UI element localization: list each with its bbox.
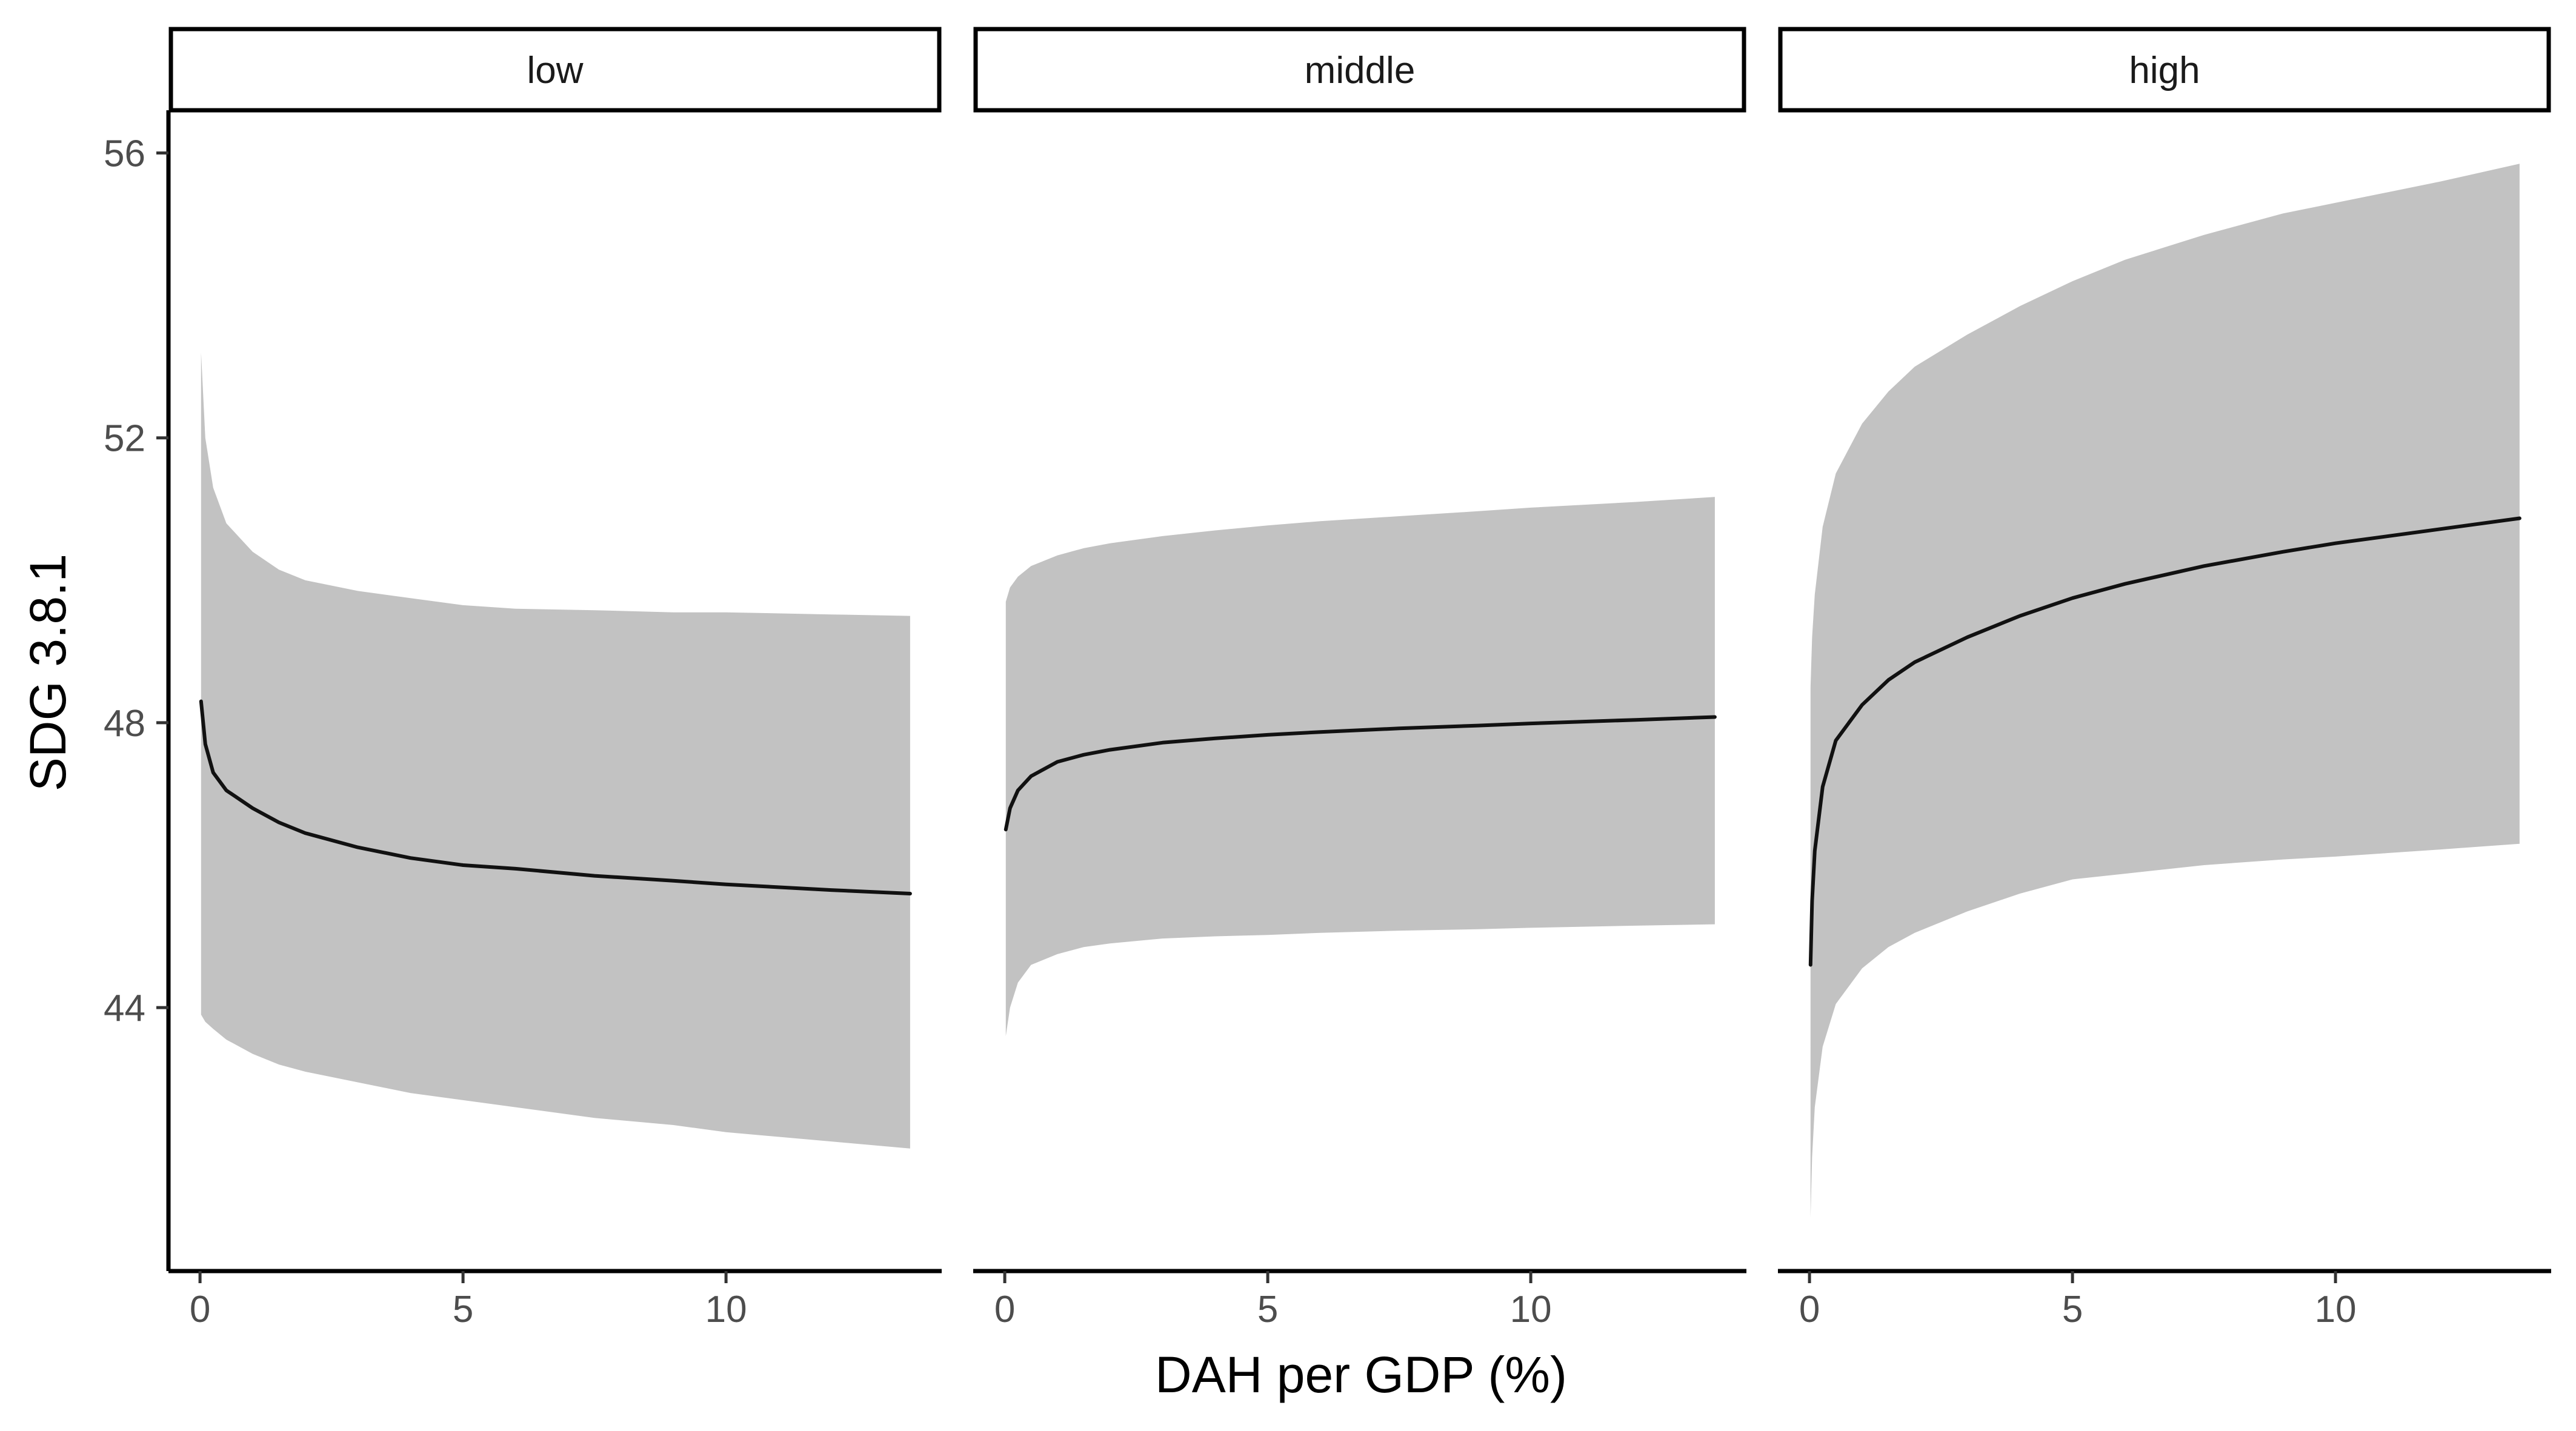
x-tick-label: 5 bbox=[453, 1289, 473, 1330]
confidence-band bbox=[1810, 164, 2520, 1218]
facet-strip-label: middle bbox=[1305, 50, 1416, 91]
x-tick-label: 0 bbox=[1799, 1289, 1820, 1330]
x-tick-label: 10 bbox=[1510, 1289, 1552, 1330]
facet-strip-low bbox=[168, 27, 942, 113]
facet-panels: low 0 5 10 middle 0 5 10 high 0 5 10 bbox=[168, 27, 2551, 1330]
y-tick-label: 48 bbox=[104, 703, 145, 745]
facet-strip-label: high bbox=[2129, 50, 2200, 91]
x-axis-title: DAH per GDP (%) bbox=[1155, 1346, 1567, 1403]
facet-panel-low: low 0 5 10 bbox=[168, 27, 942, 1330]
x-tick-label: 5 bbox=[2062, 1289, 2083, 1330]
confidence-band bbox=[1005, 497, 1715, 1037]
y-axis-title: SDG 3.8.1 bbox=[19, 554, 76, 791]
fitted-line bbox=[1003, 715, 1717, 832]
x-tick-label: 10 bbox=[705, 1289, 747, 1330]
y-tick-label: 56 bbox=[104, 133, 145, 175]
x-tick-label: 0 bbox=[190, 1289, 210, 1330]
facet-panel-middle: middle 0 5 10 bbox=[973, 27, 1746, 1330]
fitted-line bbox=[199, 699, 912, 895]
x-tick-label: 0 bbox=[994, 1289, 1015, 1330]
facet-panel-high: high 0 5 10 bbox=[1778, 27, 2551, 1330]
confidence-band bbox=[201, 352, 910, 1149]
facet-strip-high bbox=[1778, 27, 2551, 113]
fitted-line bbox=[1808, 516, 2521, 967]
y-tick-label: 44 bbox=[104, 988, 145, 1029]
x-tick-label: 10 bbox=[2315, 1289, 2357, 1330]
facet-strip-middle bbox=[973, 27, 1746, 113]
x-tick-label: 5 bbox=[1257, 1289, 1278, 1330]
facet-strip-label: low bbox=[527, 50, 583, 91]
y-tick-label: 52 bbox=[104, 418, 145, 460]
y-axis: 44 48 52 56 bbox=[104, 110, 171, 1271]
